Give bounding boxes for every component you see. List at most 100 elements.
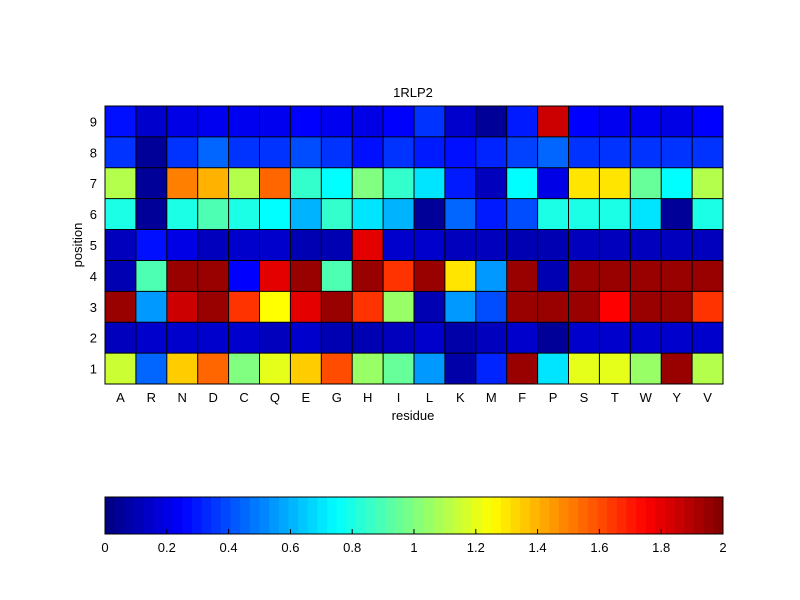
heatmap-cell (105, 106, 137, 138)
heatmap-cell (290, 167, 322, 200)
colorbar-step (558, 497, 569, 534)
heatmap-cell (352, 106, 384, 138)
colorbar-tick-label: 0.4 (220, 540, 238, 555)
heatmap-cell (414, 353, 446, 385)
colorbar-tick-label: 0.2 (158, 540, 176, 555)
heatmap-cell (537, 322, 569, 354)
heatmap-cell (290, 136, 322, 169)
x-tick-label: T (611, 390, 619, 405)
colorbar-step (626, 497, 637, 534)
colorbar-step (655, 497, 666, 534)
heatmap-cell (197, 167, 229, 200)
heatmap-cell (568, 106, 600, 138)
heatmap-cell (290, 229, 322, 261)
heatmap-cell (383, 260, 415, 292)
colorbar-step (645, 497, 656, 534)
colorbar-step (423, 497, 434, 534)
heatmap-cell (568, 229, 600, 261)
colorbar-step (191, 497, 203, 534)
y-tick-label: 6 (90, 207, 97, 222)
colorbar-step (452, 497, 463, 534)
heatmap-cell (506, 136, 538, 169)
heatmap-cell (259, 260, 291, 292)
colorbar-step (684, 497, 695, 534)
heatmap-cell (475, 229, 508, 261)
heatmap-cell (444, 198, 477, 230)
heatmap-cell (444, 353, 477, 385)
x-tick-label: H (363, 390, 372, 405)
heatmap-cell (444, 291, 477, 323)
heatmap-cell (568, 291, 600, 323)
x-tick-label: S (580, 390, 589, 405)
heatmap-cell (105, 291, 137, 323)
heatmap-cell (166, 291, 199, 323)
colorbar-step (172, 497, 183, 534)
heatmap-cell (692, 291, 724, 323)
colorbar-step (539, 497, 550, 534)
colorbar-step (616, 497, 627, 534)
heatmap-cell (135, 291, 168, 323)
heatmap-cell (383, 106, 415, 138)
colorbar-step (491, 497, 502, 534)
heatmap-cell (599, 136, 631, 169)
x-tick-label: Q (270, 390, 280, 405)
heatmap-cell (290, 198, 322, 230)
heatmap-cell (661, 291, 693, 323)
heatmap-cell (506, 198, 538, 230)
heatmap-cell (383, 291, 415, 323)
heatmap-cell (105, 353, 137, 385)
colorbar-step (307, 497, 318, 534)
heatmap-cell (414, 136, 446, 169)
colorbar-step (269, 497, 280, 534)
heatmap-cell (197, 106, 229, 138)
heatmap-cell (135, 136, 168, 169)
heatmap-cell (414, 167, 446, 200)
heatmap-cell (259, 198, 291, 230)
heatmap-cell (475, 198, 508, 230)
colorbar-step (510, 497, 521, 534)
colorbar-step (240, 497, 251, 534)
heatmap-cell (290, 322, 322, 354)
colorbar-step (607, 497, 618, 534)
heatmap-cell (105, 167, 137, 200)
heatmap-cell (568, 198, 600, 230)
heatmap-cell (259, 106, 291, 138)
colorbar-step (587, 497, 598, 534)
heatmap-cell (661, 136, 693, 169)
heatmap-cell (321, 291, 353, 323)
heatmap-cell (599, 291, 631, 323)
colorbar-step (298, 497, 309, 534)
heatmap-cell (228, 322, 260, 354)
y-tick-label: 2 (90, 331, 97, 346)
colorbar-step (105, 497, 116, 534)
heatmap-cell (228, 229, 260, 261)
colorbar-step (703, 497, 714, 534)
y-tick-label: 5 (90, 238, 97, 253)
colorbar-step (394, 497, 405, 534)
heatmap-cell (444, 322, 477, 354)
heatmap-cell (383, 167, 415, 200)
colorbar-step (433, 497, 444, 534)
heatmap-cell (290, 291, 322, 323)
heatmap-cell (692, 106, 724, 138)
heatmap-cell (506, 260, 538, 292)
heatmap-cell (321, 229, 353, 261)
colorbar-step (356, 497, 367, 534)
heatmap-cell (475, 167, 508, 200)
colorbar-step (500, 497, 512, 534)
heatmap-cell (414, 229, 446, 261)
heatmap-cell (599, 198, 631, 230)
heatmap-cell (352, 136, 384, 169)
heatmap-cell (599, 353, 631, 385)
x-tick-label: A (116, 390, 125, 405)
colorbar-step (133, 497, 145, 534)
heatmap-cell (290, 353, 322, 385)
x-tick-label: G (332, 390, 342, 405)
y-tick-label: 1 (90, 362, 97, 377)
colorbar-tick-label: 0.8 (343, 540, 361, 555)
heatmap-cell (475, 260, 508, 292)
colorbar-step (317, 497, 328, 534)
colorbar-step (162, 497, 174, 534)
